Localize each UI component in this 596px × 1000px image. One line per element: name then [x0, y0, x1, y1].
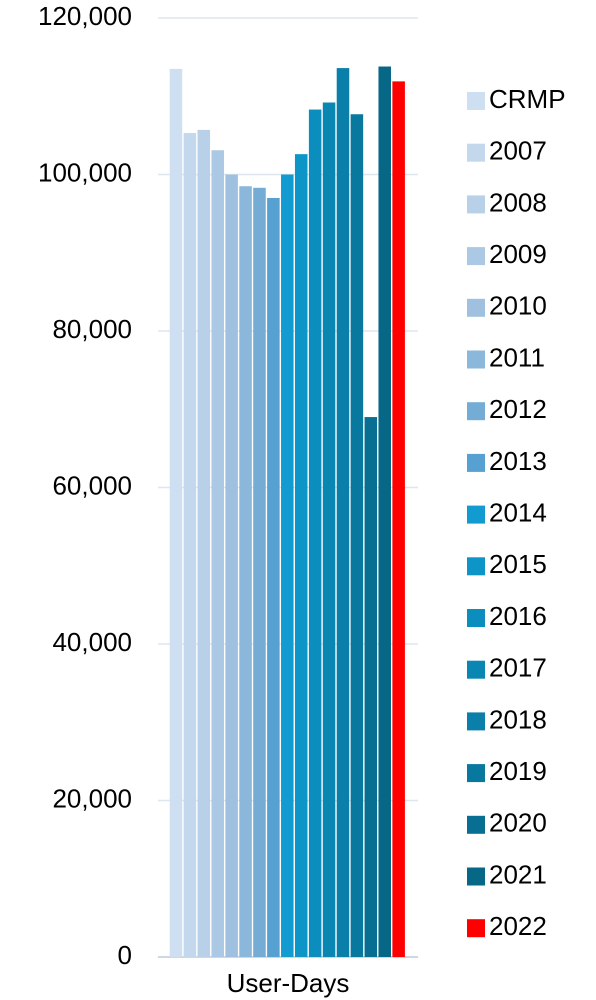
- legend-swatch: [467, 453, 485, 472]
- bar: [350, 114, 364, 957]
- legend-label: 2016: [489, 601, 547, 631]
- legend-swatch: [467, 298, 485, 317]
- legend-swatch: [467, 402, 485, 421]
- bar: [197, 129, 211, 957]
- legend-swatch: [467, 143, 485, 162]
- bar: [364, 417, 378, 957]
- y-tick-label: 20,000: [52, 783, 132, 813]
- legend-swatch: [467, 247, 485, 266]
- y-tick-label: 40,000: [52, 627, 132, 657]
- legend-label: 2015: [489, 549, 547, 579]
- legend-label: 2010: [489, 291, 547, 321]
- legend-swatch: [467, 660, 485, 679]
- legend-swatch: [467, 557, 485, 576]
- legend-swatch: [467, 867, 485, 886]
- bar: [169, 68, 183, 958]
- y-tick-label: 100,000: [38, 157, 132, 187]
- legend-label: 2008: [489, 187, 547, 217]
- x-tick-label: User-Days: [227, 968, 350, 998]
- legend-swatch: [467, 505, 485, 524]
- bar: [392, 81, 405, 957]
- legend-swatch: [467, 195, 485, 214]
- bar: [281, 174, 294, 957]
- y-tick-label: 60,000: [52, 470, 132, 500]
- y-tick-label: 120,000: [38, 1, 132, 31]
- y-tick-label: 80,000: [52, 314, 132, 344]
- legend-swatch: [467, 815, 485, 834]
- legend-swatch: [467, 609, 485, 627]
- legend-label: 2007: [489, 136, 547, 166]
- bar: [211, 150, 224, 957]
- legend-label: 2013: [489, 446, 547, 476]
- legend-label: 2011: [489, 342, 545, 372]
- bar: [267, 197, 280, 958]
- bar: [336, 68, 350, 957]
- bar: [239, 186, 252, 958]
- bar: [378, 66, 391, 957]
- legend-swatch: [467, 712, 485, 731]
- legend-label: 2018: [489, 704, 547, 734]
- bar: [308, 109, 322, 958]
- legend-label: 2022: [489, 911, 547, 941]
- bar: [253, 187, 266, 958]
- bar: [322, 102, 336, 957]
- legend-label: 2012: [489, 394, 547, 424]
- legend-swatch: [467, 919, 485, 938]
- legend-swatch: [467, 350, 485, 369]
- bar: [225, 174, 238, 957]
- legend-label: 2017: [489, 653, 547, 683]
- legend-label: 2021: [489, 859, 547, 889]
- legend-label: CRMP: [489, 84, 566, 114]
- legend-label: 2014: [489, 497, 547, 527]
- legend-label: 2020: [489, 808, 547, 838]
- y-tick-label: 0: [118, 940, 132, 970]
- legend-swatch: [467, 92, 485, 110]
- bar: [183, 133, 197, 958]
- legend-swatch: [467, 764, 485, 783]
- legend-label: 2019: [489, 756, 547, 786]
- bar: [294, 154, 308, 957]
- legend-label: 2009: [489, 239, 547, 269]
